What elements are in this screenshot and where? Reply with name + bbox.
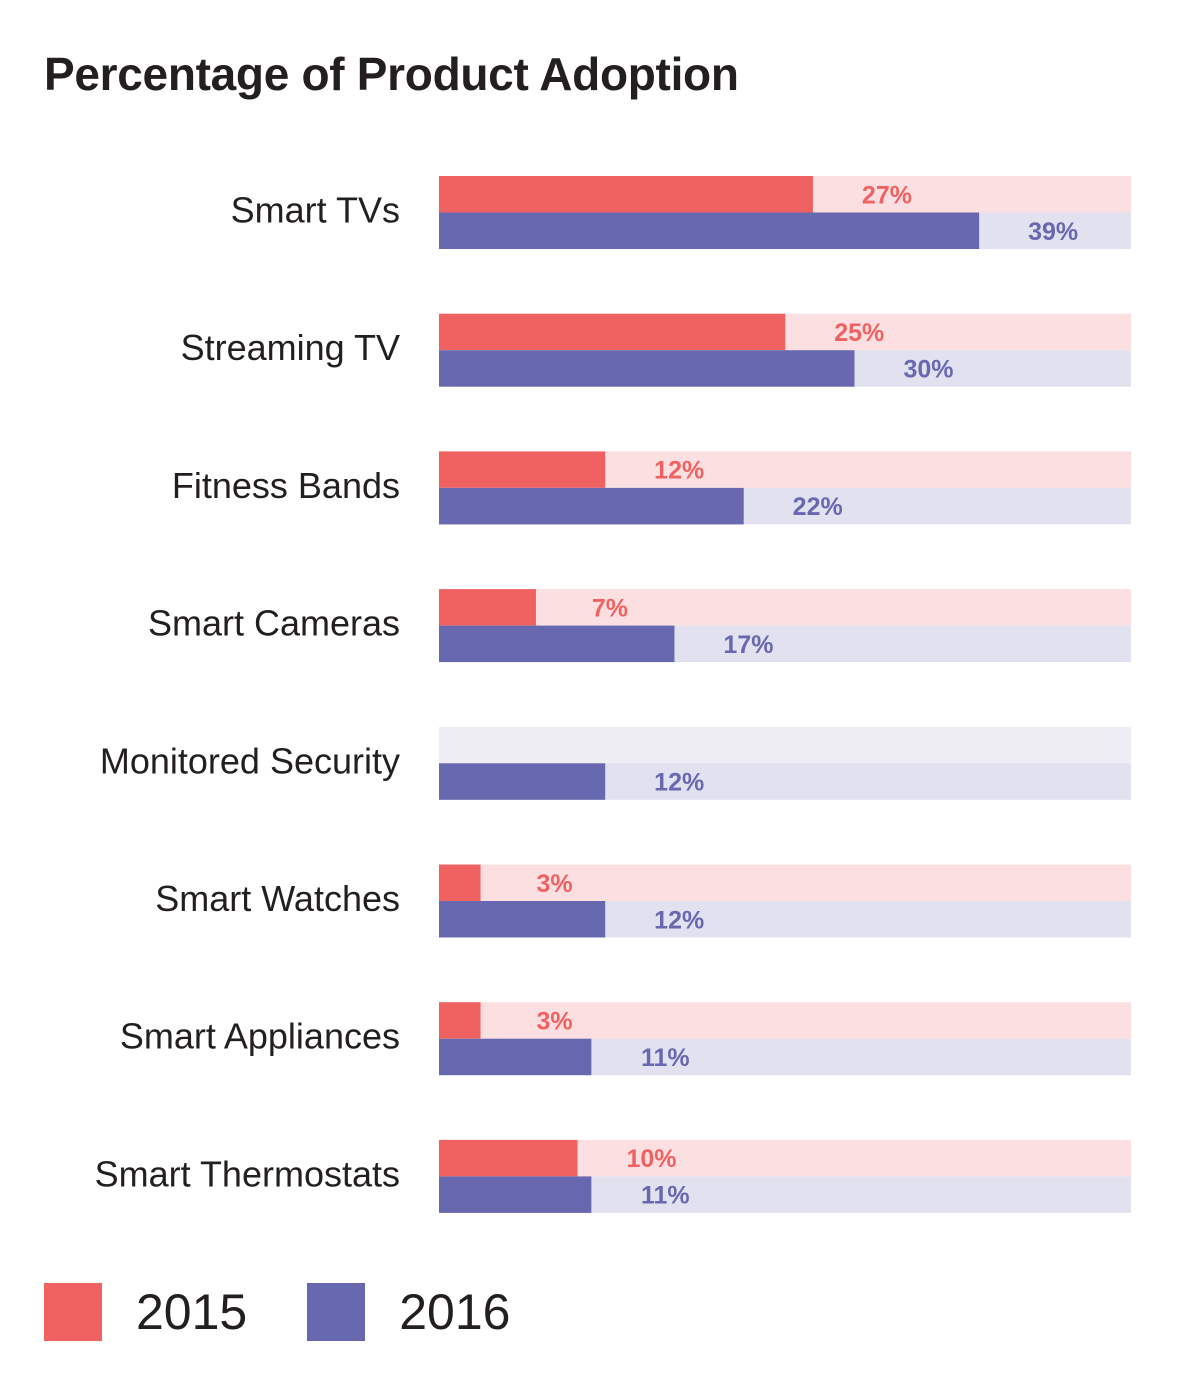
- bar-smart-tvs-2016: [439, 212, 980, 249]
- category-label-smart-appliances: Smart Appliances: [120, 1016, 400, 1057]
- legend-item-2015: 2015: [44, 1282, 247, 1342]
- legend-swatch-2015: [44, 1283, 102, 1341]
- bar-track-monitored-security-2015: [439, 726, 1131, 764]
- value-label-smart-thermostats-2016: 11%: [641, 1182, 690, 1210]
- value-label-streaming-tv-2016: 30%: [903, 355, 953, 383]
- bar-streaming-tv-2016: [439, 350, 855, 387]
- value-label-smart-thermostats-2015: 10%: [626, 1145, 676, 1173]
- chart-title: Percentage of Product Adoption: [44, 48, 739, 100]
- bar-smart-thermostats-2016: [439, 1176, 592, 1213]
- value-label-smart-appliances-2016: 11%: [641, 1044, 690, 1072]
- bar-track-smart-appliances-2015: [439, 1002, 1131, 1039]
- bar-smart-tvs-2015: [439, 176, 813, 213]
- value-label-smart-tvs-2016: 39%: [1028, 218, 1078, 246]
- legend-swatch-2016: [307, 1283, 366, 1341]
- value-label-smart-tvs-2015: 27%: [862, 181, 912, 209]
- bar-fitness-bands-2015: [439, 451, 606, 488]
- value-label-smart-watches-2016: 12%: [654, 906, 704, 934]
- bar-fitness-bands-2016: [439, 487, 744, 525]
- bar-smart-cameras-2015: [439, 589, 536, 626]
- value-label-streaming-tv-2015: 25%: [834, 319, 884, 347]
- legend-label-2016: 2016: [399, 1284, 511, 1340]
- category-label-smart-watches: Smart Watches: [155, 878, 400, 919]
- bar-smart-watches-2015: [439, 864, 481, 901]
- bar-smart-watches-2016: [439, 901, 606, 938]
- legend-item-2016: 2016: [307, 1282, 510, 1342]
- bar-monitored-security-2016: [439, 763, 606, 800]
- value-label-fitness-bands-2016: 22%: [793, 493, 843, 521]
- category-label-smart-thermostats: Smart Thermostats: [95, 1153, 400, 1194]
- value-label-smart-watches-2015: 3%: [536, 870, 572, 898]
- bar-smart-appliances-2015: [439, 1002, 481, 1039]
- bar-smart-appliances-2016: [439, 1038, 592, 1076]
- category-label-smart-cameras: Smart Cameras: [148, 603, 400, 644]
- bar-streaming-tv-2015: [439, 313, 786, 351]
- value-label-smart-cameras-2016: 17%: [723, 631, 773, 659]
- bar-smart-thermostats-2015: [439, 1139, 578, 1177]
- legend-label-2015: 2015: [136, 1284, 248, 1340]
- bar-track-smart-watches-2015: [439, 864, 1131, 901]
- bar-track-smart-cameras-2015: [439, 589, 1131, 626]
- bar-smart-cameras-2016: [439, 625, 675, 663]
- legend: 2015 2016: [44, 1282, 570, 1342]
- value-label-smart-appliances-2015: 3%: [536, 1007, 572, 1035]
- value-label-smart-cameras-2015: 7%: [592, 594, 628, 622]
- value-label-fitness-bands-2015: 12%: [654, 457, 704, 485]
- category-label-fitness-bands: Fitness Bands: [172, 465, 400, 506]
- category-label-monitored-security: Monitored Security: [100, 740, 400, 781]
- category-label-smart-tvs: Smart TVs: [231, 190, 400, 231]
- value-label-monitored-security-2016: 12%: [654, 769, 704, 797]
- category-label-streaming-tv: Streaming TV: [181, 327, 400, 368]
